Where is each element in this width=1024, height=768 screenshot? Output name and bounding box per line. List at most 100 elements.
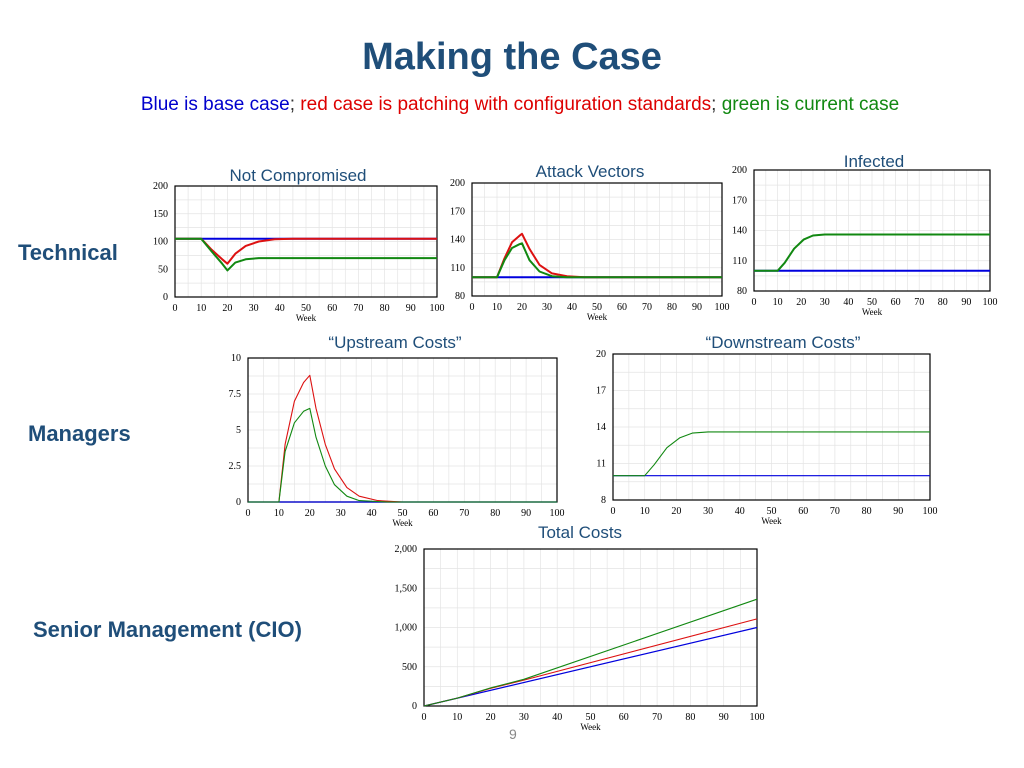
x-axis-label: Week [580, 722, 601, 732]
x-tick-label: 100 [923, 506, 938, 517]
x-tick-label: 70 [459, 508, 469, 519]
chart-downstream-costs: 0 10 20 30 40 50 60 70 80 90 100 8 11 14 17 20 Week [596, 349, 938, 526]
y-tick-label: 80 [455, 291, 465, 302]
y-tick-label: 0 [412, 701, 417, 712]
x-tick-label: 10 [773, 297, 783, 308]
row-label-senior-management: Senior Management (CIO) [33, 617, 302, 642]
x-tick-label: 70 [914, 297, 924, 308]
x-tick-label: 50 [301, 303, 311, 314]
x-tick-label: 60 [327, 303, 337, 314]
x-tick-label: 20 [222, 303, 232, 314]
x-tick-label: 30 [249, 303, 259, 314]
x-tick-label: 80 [490, 508, 500, 519]
y-tick-label: 200 [450, 178, 465, 189]
x-tick-label: 10 [452, 712, 462, 723]
plot-frame [753, 169, 991, 292]
series-line-green [754, 233, 990, 272]
x-tick-label: 40 [567, 302, 577, 313]
subtitle-blue-text: Blue is base case [140, 94, 290, 115]
chart-title-infected: Infected [843, 152, 905, 171]
x-tick-label: 80 [380, 303, 390, 314]
chart-infected: 0 10 20 30 40 50 60 70 80 90 100 80 110 140 170 200 Week [732, 165, 998, 317]
x-tick-label: 100 [550, 508, 565, 519]
y-tick-label: 110 [732, 256, 747, 267]
series-line-green [248, 407, 557, 503]
page-number: 9 [509, 726, 517, 742]
x-tick-label: 50 [767, 506, 777, 517]
x-tick-label: 100 [430, 303, 445, 314]
x-tick-label: 40 [552, 712, 562, 723]
row-label-managers: Managers [28, 421, 131, 446]
y-tick-label: 17 [596, 386, 606, 397]
series-line-green [175, 237, 437, 272]
x-tick-label: 10 [640, 506, 650, 517]
chart-title-attack-vectors: Attack Vectors [535, 162, 645, 181]
chart-title-downstream-costs: “Downstream Costs” [705, 333, 861, 352]
y-tick-label: 20 [596, 349, 606, 360]
subtitle-green-text: green is current case [716, 94, 900, 115]
x-tick-label: 10 [274, 508, 284, 519]
x-tick-label: 30 [820, 297, 830, 308]
x-tick-label: 70 [353, 303, 363, 314]
series-line-blue [423, 626, 758, 707]
x-tick-label: 90 [961, 297, 971, 308]
y-tick-label: 14 [596, 422, 606, 433]
x-tick-label: 90 [893, 506, 903, 517]
x-tick-label: 50 [586, 712, 596, 723]
x-tick-label: 0 [422, 712, 427, 723]
series-line-green [613, 431, 930, 477]
row-label-technical: Technical [18, 240, 118, 265]
x-tick-label: 0 [470, 302, 475, 313]
x-axis-label: Week [392, 518, 413, 528]
x-tick-label: 100 [715, 302, 730, 313]
y-tick-label: 140 [450, 235, 465, 246]
chart-title-upstream-costs: “Upstream Costs” [328, 333, 462, 352]
x-axis-label: Week [862, 307, 883, 317]
x-tick-label: 20 [517, 302, 527, 313]
y-tick-label: 170 [450, 206, 465, 217]
chart-total-costs: 0 10 20 30 40 50 60 70 80 90 100 0 500 1,000 1,500 2,00… [395, 544, 765, 732]
y-tick-label: 1,000 [395, 623, 418, 634]
x-tick-label: 30 [542, 302, 552, 313]
subtitle-red-text: red case is patching with configuration … [295, 94, 712, 115]
x-tick-label: 30 [519, 712, 529, 723]
x-tick-label: 40 [735, 506, 745, 517]
x-tick-label: 60 [891, 297, 901, 308]
x-tick-label: 30 [703, 506, 713, 517]
chart-not-compromised: 0 10 20 30 40 50 60 70 80 90 100 0 50 100 150 200 Week [153, 181, 445, 323]
x-tick-label: 20 [486, 712, 496, 723]
x-tick-label: 60 [798, 506, 808, 517]
y-tick-label: 110 [450, 263, 465, 274]
x-tick-label: 70 [830, 506, 840, 517]
x-axis-label: Week [296, 313, 317, 323]
x-tick-label: 90 [719, 712, 729, 723]
series-line-red [248, 374, 557, 503]
y-tick-label: 11 [596, 459, 606, 470]
chart-attack-vectors: 0 10 20 30 40 50 60 70 80 90 100 80 110 140 170 200 Week [450, 178, 730, 322]
y-tick-label: 200 [732, 165, 747, 176]
plot-frame [471, 182, 723, 297]
chart-title-not-compromised: Not Compromised [229, 166, 367, 185]
x-tick-label: 0 [173, 303, 178, 314]
x-tick-label: 80 [938, 297, 948, 308]
y-tick-label: 5 [236, 425, 241, 436]
y-tick-label: 140 [732, 226, 747, 237]
y-tick-label: 1,500 [395, 583, 418, 594]
chart-upstream-costs: 0 10 20 30 40 50 60 70 80 90 100 0 2.5 5 7.5 10 Week [229, 353, 565, 528]
x-tick-label: 30 [336, 508, 346, 519]
x-tick-label: 100 [750, 712, 765, 723]
x-tick-label: 0 [752, 297, 757, 308]
y-tick-label: 10 [231, 353, 241, 364]
slide-subtitle: Blue is base case; red case is patching … [0, 94, 1024, 116]
series-line-green [472, 242, 722, 279]
x-tick-label: 0 [611, 506, 616, 517]
x-tick-label: 40 [275, 303, 285, 314]
y-tick-label: 8 [601, 495, 606, 506]
x-tick-label: 80 [685, 712, 695, 723]
y-tick-label: 2,000 [395, 544, 418, 555]
x-tick-label: 20 [671, 506, 681, 517]
x-tick-label: 70 [652, 712, 662, 723]
x-tick-label: 10 [492, 302, 502, 313]
x-tick-label: 60 [619, 712, 629, 723]
